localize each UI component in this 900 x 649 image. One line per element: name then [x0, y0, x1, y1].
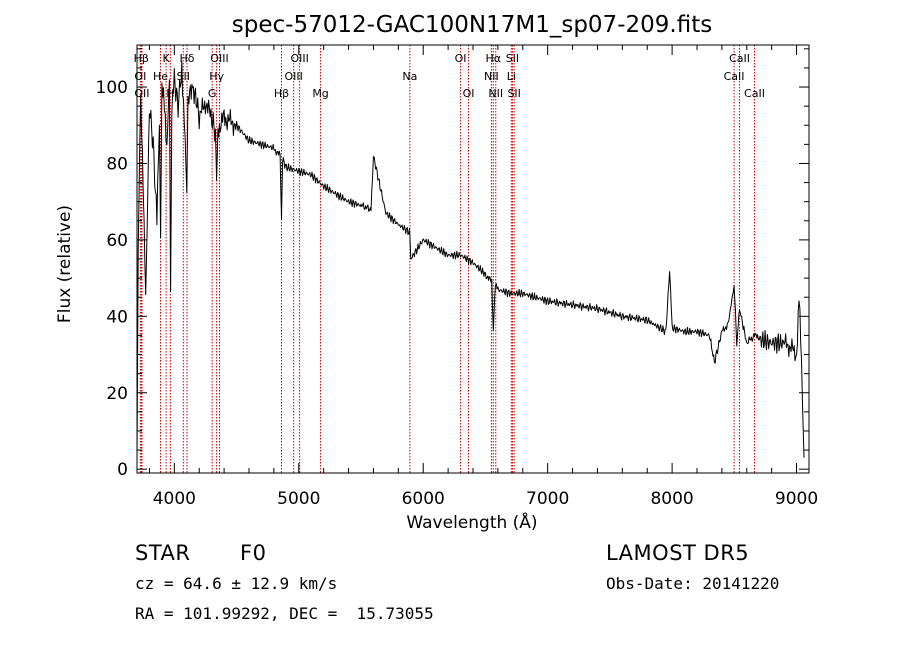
survey-release: LAMOST DR5 — [606, 541, 750, 565]
line-label-9: Hγ — [209, 70, 224, 83]
line-label-26: CaII — [744, 87, 765, 100]
line-label-23: SII — [507, 87, 520, 100]
spectral-subclass: F0 — [240, 541, 267, 565]
x-tick-label-2: 6000 — [402, 489, 445, 509]
line-label-15: Na — [402, 70, 417, 83]
y-tick-label-0: 0 — [117, 460, 128, 480]
line-label-11: OIII — [290, 52, 308, 65]
axis-tick-labels: 4000 5000 6000 7000 8000 9000 0 20 40 60 80 100 — [96, 78, 819, 509]
observation-date: Obs-Date: 20141220 — [606, 574, 780, 593]
line-label-1: OI — [134, 70, 146, 83]
line-label-24: CaII — [729, 52, 750, 65]
redshift-velocity: cz = 64.6 ± 12.9 km/s — [135, 574, 338, 593]
line-label-8: OIII — [210, 52, 228, 65]
y-tick-label-4: 80 — [106, 154, 128, 174]
line-label-22: Li — [507, 70, 516, 83]
line-label-21: SII — [506, 52, 519, 65]
y-tick-label-1: 20 — [106, 384, 128, 404]
chart-title: spec-57012-GAC100N17M1_sp07-209.fits — [232, 12, 712, 38]
spectral-line-labels: Hβ OI OII K He H Hδ SII OIII Hγ G OIII OIII Hβ Mg Na OI O… — [134, 52, 765, 100]
x-axis-label: Wavelength (Å) — [406, 511, 537, 533]
line-label-17: OI — [463, 87, 475, 100]
y-axis-label: Flux (relative) — [55, 205, 75, 323]
object-class: STAR — [135, 541, 191, 565]
x-tick-label-0: 4000 — [153, 489, 196, 509]
line-label-5: H — [166, 87, 174, 100]
line-label-12: OIII — [284, 70, 302, 83]
line-label-6: Hδ — [180, 52, 195, 65]
line-label-4: He — [153, 70, 168, 83]
line-label-20: NII — [488, 87, 503, 100]
line-label-13: Hβ — [274, 87, 289, 100]
x-tick-label-3: 7000 — [526, 489, 569, 509]
y-tick-label-2: 40 — [106, 307, 128, 327]
line-label-25: CaII — [724, 70, 745, 83]
line-label-14: Mg — [312, 87, 328, 100]
spectrum-line — [136, 60, 805, 458]
plot-frame — [136, 44, 810, 474]
line-label-19: NII — [484, 70, 499, 83]
y-tick-label-3: 60 — [106, 231, 128, 251]
axis-ticks — [137, 45, 809, 473]
line-label-3: K — [163, 52, 171, 65]
spectral-line-markers — [139, 45, 755, 473]
x-tick-label-4: 8000 — [650, 489, 693, 509]
line-label-16: OI — [455, 52, 467, 65]
line-label-0: Hβ — [134, 52, 149, 65]
line-label-2: OII — [134, 87, 149, 100]
x-tick-label-1: 5000 — [277, 489, 320, 509]
spectrum-series — [136, 60, 805, 458]
line-label-10: G — [208, 87, 217, 100]
y-tick-label-5: 100 — [96, 78, 128, 98]
x-tick-label-5: 9000 — [775, 489, 818, 509]
line-label-18: Hα — [486, 52, 502, 65]
line-label-7: SII — [177, 70, 190, 83]
sky-coordinates: RA = 101.99292, DEC = 15.73055 — [135, 604, 434, 623]
